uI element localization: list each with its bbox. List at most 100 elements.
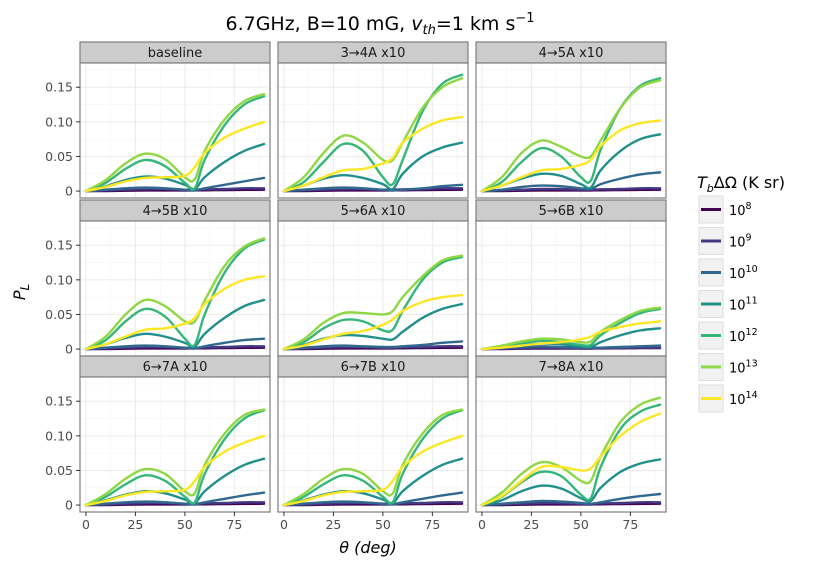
legend-label-base: 10 — [729, 393, 746, 408]
x-tick-label: 75 — [226, 517, 242, 532]
x-tick-label: 0 — [280, 517, 288, 532]
series-line-1e12 — [282, 409, 464, 507]
series-line-1e12 — [84, 95, 266, 193]
y-tick-label: 0.15 — [45, 394, 73, 409]
legend-label-exp: 12 — [746, 327, 758, 338]
series-line-1e10 — [480, 171, 662, 193]
series-line-1e10 — [282, 491, 464, 507]
series-line-1e13 — [282, 77, 464, 193]
legend-label: 1012 — [729, 327, 758, 345]
series-line-1e10 — [282, 183, 464, 193]
series-line-1e13 — [480, 306, 662, 351]
x-tick-label: 50 — [573, 517, 589, 532]
facet-panels: baseline 0 0.05 0.10 0.15 3→4A x10 4→5A x10 4→5… — [45, 41, 667, 532]
series-line-1e14 — [282, 434, 464, 507]
series-line-1e14 — [282, 115, 464, 193]
y-tick-label: 0.10 — [45, 428, 73, 443]
series-line-1e14 — [480, 412, 662, 507]
facet-title: 5→6B x10 — [539, 204, 604, 219]
series-line-1e13 — [480, 396, 662, 507]
facet-panel: 3→4A x10 — [277, 41, 469, 199]
series-line-1e12 — [282, 255, 464, 351]
y-tick-label: 0.05 — [45, 463, 73, 478]
facet-title: 6→7A x10 — [143, 360, 208, 375]
y-tick-label: 0 — [65, 342, 73, 357]
panel-border — [475, 376, 667, 513]
y-tick-label: 0.05 — [45, 149, 73, 164]
y-tick-label: 0 — [65, 184, 73, 199]
legend-label: 1011 — [729, 296, 758, 314]
series-line-1e14 — [480, 320, 662, 351]
legend-label-exp: 9 — [746, 233, 752, 244]
series-line-1e14 — [282, 293, 464, 351]
facet-title: 4→5B x10 — [143, 204, 208, 219]
legend-label-base: 10 — [729, 236, 746, 251]
series-line-1e11 — [480, 458, 662, 507]
legend-title-t: T — [697, 173, 708, 192]
series-line-1e12 — [84, 409, 266, 507]
facet-panel: 5→6B x10 — [475, 199, 667, 357]
legend-label: 1010 — [729, 264, 758, 282]
y-tick-label: 0.10 — [45, 272, 73, 287]
facet-panel: 4→5A x10 — [475, 41, 667, 199]
series-line-1e13 — [84, 408, 266, 507]
facet-panel: 6→7A x10 0 0.05 0.10 0.15 0 25 50 75 — [45, 355, 271, 532]
series-line-1e12 — [84, 238, 266, 351]
title-v-symbol: v — [411, 13, 423, 35]
title-prefix: 6.7GHz, B=10 mG, — [225, 13, 411, 35]
legend-label-exp: 8 — [746, 201, 752, 212]
plot-area — [476, 377, 666, 512]
facet-title: 3→4A x10 — [341, 46, 406, 61]
y-tick-label: 0.05 — [45, 307, 73, 322]
y-tick-label: 0 — [65, 498, 73, 513]
facet-title: baseline — [148, 46, 202, 61]
legend-label: 1014 — [729, 390, 758, 408]
legend-label-base: 10 — [729, 362, 746, 377]
series-line-1e10 — [282, 340, 464, 351]
panel-border — [79, 376, 271, 513]
x-tick-label: 25 — [325, 517, 341, 532]
legend-item: 1014 — [698, 384, 758, 413]
legend-title-rest: ΔΩ (K sr) — [714, 173, 785, 192]
title-v-exp: −1 — [515, 11, 534, 26]
series-line-1e14 — [84, 434, 266, 507]
y-tick-label: 0.15 — [45, 80, 73, 95]
legend-item: 109 — [698, 227, 752, 255]
plot-area — [80, 221, 270, 356]
x-tick-label: 50 — [177, 517, 193, 532]
plot-area — [278, 221, 468, 356]
legend-item: 1013 — [698, 353, 758, 381]
legend-label-base: 10 — [729, 267, 746, 282]
legend-label: 108 — [729, 201, 752, 219]
series-line-1e10 — [84, 491, 266, 507]
legend-item: 1011 — [698, 290, 758, 318]
legend-label-exp: 11 — [746, 296, 758, 307]
x-axis-label: θ (deg) — [339, 538, 397, 557]
panel-border — [277, 62, 469, 199]
series-line-1e14 — [84, 275, 266, 351]
facet-panel: 7→8A x10 0 25 50 75 — [475, 355, 667, 532]
y-tick-label: 0.10 — [45, 114, 73, 129]
legend-label: 109 — [729, 233, 752, 251]
series-line-1e13 — [282, 254, 464, 351]
title-v-sub: th — [423, 23, 436, 38]
legend-label-base: 10 — [729, 204, 746, 219]
series-line-1e13 — [480, 79, 662, 193]
legend-item: 1012 — [698, 321, 758, 350]
series-line-1e10 — [84, 337, 266, 351]
legend-label-exp: 13 — [746, 359, 758, 370]
legend-label-base: 10 — [729, 330, 746, 345]
facet-panel: 6→7B x10 0 25 50 75 — [277, 355, 469, 532]
chart-title: 6.7GHz, B=10 mG, vth=1 km s−1 — [225, 11, 534, 38]
series-line-1e13 — [84, 92, 266, 193]
legend-item: 108 — [698, 195, 752, 224]
y-axis-label: PL — [10, 284, 32, 300]
series-line-1e9 — [480, 187, 662, 193]
facet-panel: 4→5B x10 0 0.05 0.10 0.15 — [45, 199, 271, 357]
y-axis-label-main: P — [10, 290, 29, 300]
legend-label-exp: 10 — [746, 264, 758, 275]
facet-panel: 5→6A x10 — [277, 199, 469, 357]
plot-area — [278, 63, 468, 198]
